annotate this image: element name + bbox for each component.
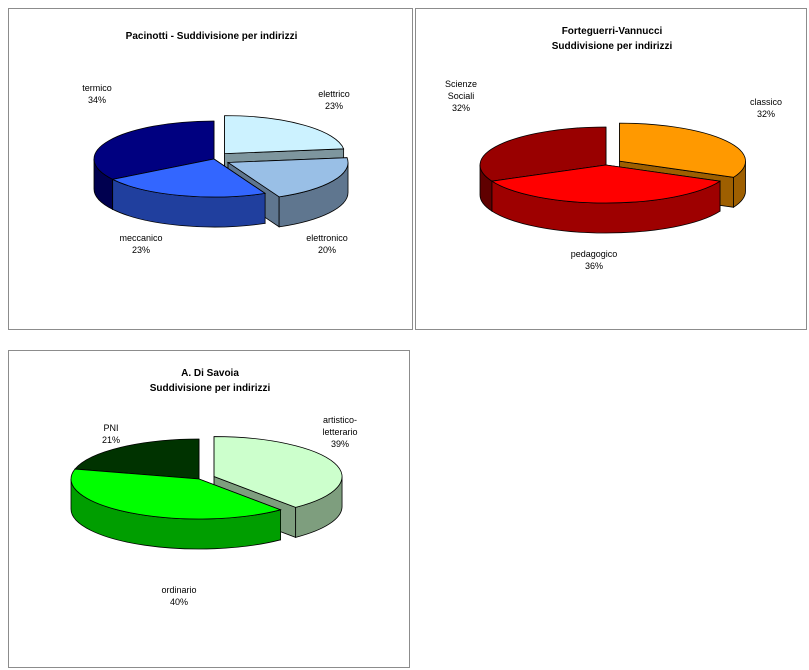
pie-chart-forteguerri-vannucci: Forteguerri-Vannucci Suddivisione per ind… xyxy=(445,26,782,271)
chart-title: Suddivisione per indirizzi xyxy=(150,383,271,394)
data-label-scienze-sociali: Scienze Sociali 32% xyxy=(445,79,477,113)
data-label-meccanico: meccanico 23% xyxy=(119,233,162,255)
pie-chart-pacinotti: Pacinotti - Suddivisione per indirizzi el… xyxy=(82,31,350,255)
data-label-elettronico: elettronico 20% xyxy=(306,233,348,255)
chart-pacinotti: Pacinotti - Suddivisione per indirizzi el… xyxy=(8,8,413,330)
data-label-pni: PNI 21% xyxy=(102,423,120,445)
pie-slice-pedagogico xyxy=(490,164,722,234)
chart-di-savoia: A. Di Savoia Suddivisione per indirizzi ar… xyxy=(8,350,410,668)
pie-slice-meccanico xyxy=(111,158,267,228)
data-label-artistico-letterario: artistico-letterario 39% xyxy=(322,415,357,449)
pie-chart-di-savoia: A. Di Savoia Suddivisione per indirizzi ar… xyxy=(70,368,358,607)
chart-title: A. Di Savoia xyxy=(181,368,239,379)
data-label-classico: classico 32% xyxy=(750,97,782,119)
pie-slice-ordinario xyxy=(70,468,282,550)
pie-slice-elettronico xyxy=(226,157,349,228)
data-label-termico: termico 34% xyxy=(82,83,112,105)
chart-title: Forteguerri-Vannucci xyxy=(562,26,663,37)
chart-title: Suddivisione per indirizzi xyxy=(552,41,673,52)
data-label-elettrico: elettrico 23% xyxy=(318,89,350,111)
chart-title: Pacinotti - Suddivisione per indirizzi xyxy=(126,31,298,42)
data-label-pedagogico: pedagogico 36% xyxy=(571,249,618,271)
chart-forteguerri-vannucci: Forteguerri-Vannucci Suddivisione per ind… xyxy=(415,8,807,330)
data-label-ordinario: ordinario 40% xyxy=(161,585,196,607)
